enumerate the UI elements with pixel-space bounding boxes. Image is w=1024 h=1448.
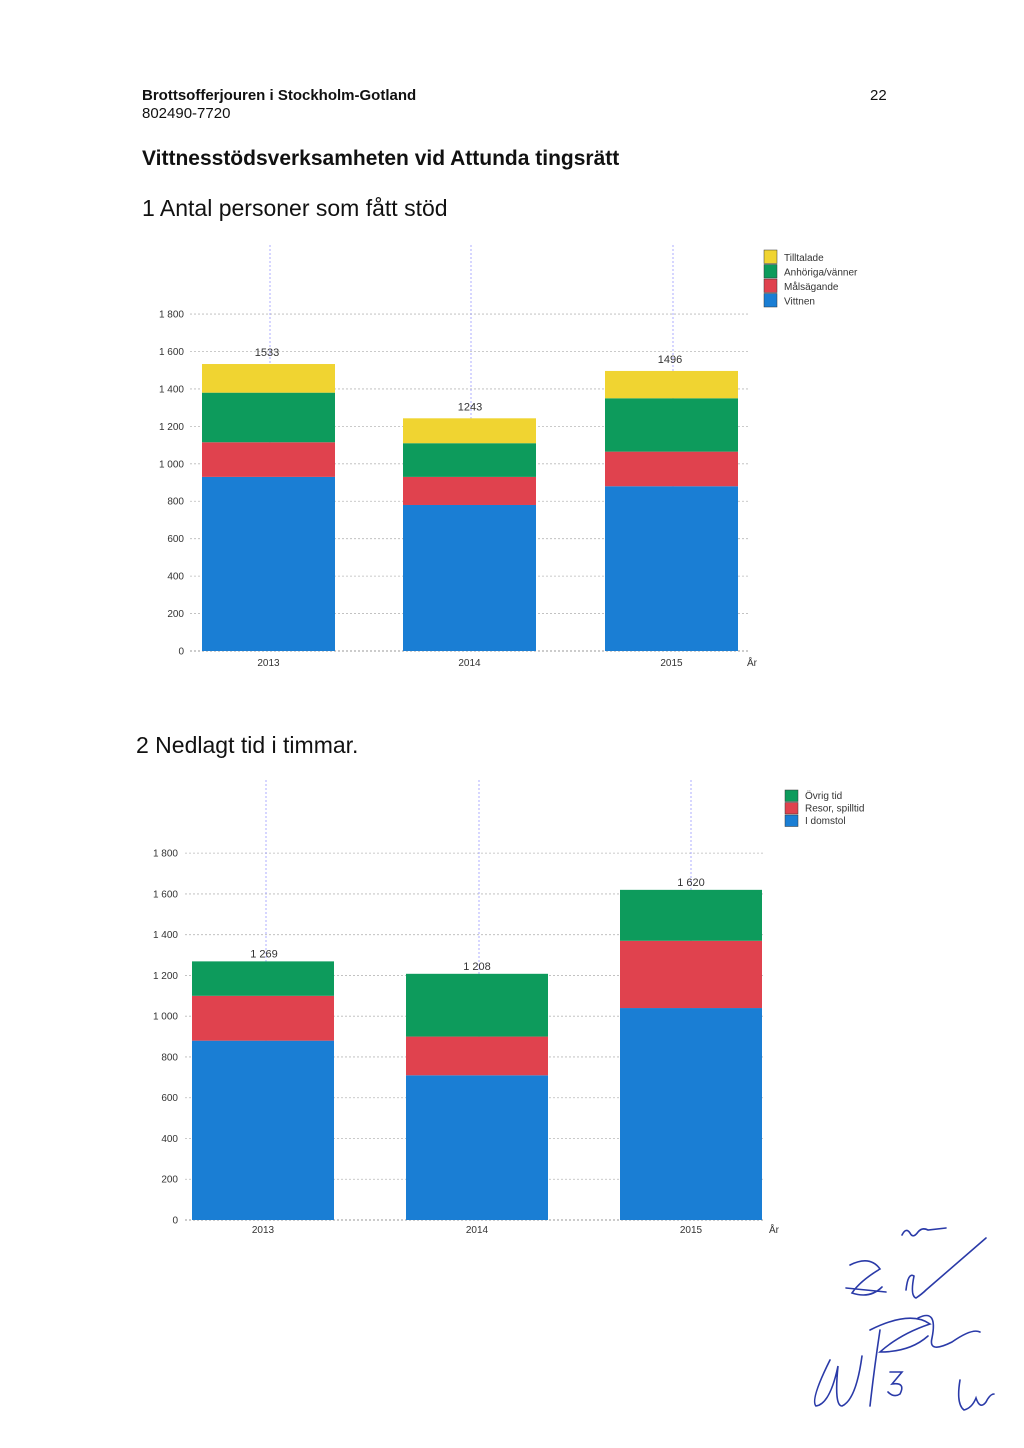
chart1-bar-segment-vittnen — [605, 486, 738, 651]
chart1-bar-segment-vittnen — [403, 504, 536, 651]
chart1-total-label: 1496 — [658, 354, 682, 366]
chart2-legend-label: Övrig tid — [805, 790, 842, 802]
chart1-legend-swatch — [763, 264, 778, 279]
chart1-bar-segment-anh-riga-v-nner — [202, 392, 335, 443]
chart1-total-label: 1243 — [458, 401, 482, 413]
chart1-legend-swatch — [763, 278, 778, 293]
page-title: Vittnesstödsverksamheten vid Attunda tin… — [142, 147, 620, 170]
chart1-legend-label: Anhöriga/vänner — [784, 268, 858, 279]
chart1-y-tick-label: 200 — [167, 609, 184, 620]
chart2-x-axis-label: År — [769, 1223, 780, 1236]
chart2-y-tick-label: 1 400 — [153, 930, 178, 941]
chart1-bar-segment-tilltalade — [403, 418, 536, 444]
chart2-x-tick-label: 2013 — [252, 1225, 275, 1236]
chart1-bar-segment-m-ls-gande — [403, 476, 536, 505]
chart2-title: 2 Nedlagt tid i timmar. — [136, 732, 359, 758]
chart2-y-tick-label: 1 600 — [153, 889, 178, 900]
page-number: 22 — [870, 87, 887, 104]
chart1-y-tick-label: 400 — [167, 572, 184, 583]
chart2-legend-swatch — [784, 802, 799, 815]
chart1-bar-segment-m-ls-gande — [202, 442, 335, 477]
chart2-y-tick-label: 0 — [172, 1216, 178, 1227]
chart1-legend-label: Tilltalade — [784, 253, 824, 264]
chart2-bar-segment--vrig-tid — [406, 973, 548, 1037]
chart2-bar-segment-resor-spilltid — [620, 940, 762, 1009]
chart1-bar-segment-tilltalade — [605, 370, 738, 399]
chart1-legend-swatch — [763, 249, 778, 264]
chart2-bar-segment-i-domstol — [620, 1008, 762, 1220]
chart2-total-label: 1 208 — [463, 961, 491, 973]
chart1-x-axis-label: År — [747, 656, 758, 669]
chart2-y-tick-label: 400 — [161, 1134, 178, 1145]
chart1-y-tick-label: 0 — [178, 647, 184, 658]
chart1-y-tick-label: 600 — [167, 534, 184, 545]
chart1-bar-segment-vittnen — [202, 476, 335, 651]
chart1-x-tick-label: 2014 — [458, 658, 481, 669]
chart2-legend-label: Resor, spilltid — [805, 804, 864, 815]
chart1-y-tick-label: 1 200 — [159, 422, 184, 433]
chart1-y-tick-label: 1 600 — [159, 347, 184, 358]
chart1-bar-segment-tilltalade — [202, 364, 335, 393]
chart2-legend-label: I domstol — [805, 816, 846, 827]
chart2-x-tick-label: 2015 — [680, 1225, 703, 1236]
chart1-bar-segment-anh-riga-v-nner — [605, 398, 738, 452]
chart2-total-label: 1 620 — [677, 877, 705, 889]
chart2-bar-segment-resor-spilltid — [192, 995, 334, 1041]
chart2-x-tick-label: 2014 — [466, 1225, 489, 1236]
chart2-y-tick-label: 1 800 — [153, 849, 178, 860]
chart2-bar-segment-resor-spilltid — [406, 1036, 548, 1076]
chart2-bar-segment--vrig-tid — [620, 889, 762, 941]
chart1-y-tick-label: 1 400 — [159, 384, 184, 395]
chart2-y-tick-label: 600 — [161, 1093, 178, 1104]
chart2-bar-segment-i-domstol — [192, 1040, 334, 1220]
chart2-y-tick-label: 800 — [161, 1052, 178, 1063]
chart1-bar-segment-anh-riga-v-nner — [403, 443, 536, 477]
chart1-x-tick-label: 2013 — [257, 658, 280, 669]
chart2-legend-swatch — [784, 814, 799, 827]
chart2-bar-segment-i-domstol — [406, 1075, 548, 1220]
chart1-legend-label: Målsägande — [784, 281, 839, 293]
chart2-y-tick-label: 1 200 — [153, 971, 178, 982]
chart1-y-tick-label: 800 — [167, 497, 184, 508]
chart2-y-tick-label: 1 000 — [153, 1012, 178, 1023]
chart2-y-tick-label: 200 — [161, 1175, 178, 1186]
chart1-y-tick-label: 1 000 — [159, 459, 184, 470]
chart1-y-tick-label: 1 800 — [159, 310, 184, 321]
chart2-bar-segment--vrig-tid — [192, 961, 334, 996]
chart2-total-label: 1 269 — [250, 948, 278, 960]
organization-number: 802490-7720 — [142, 105, 231, 122]
chart1-legend-swatch — [763, 293, 778, 308]
organization-name: Brottsofferjouren i Stockholm-Gotland — [142, 87, 417, 104]
chart1-title: 1 Antal personer som fått stöd — [142, 195, 448, 221]
chart1-x-tick-label: 2015 — [660, 658, 683, 669]
chart1-bar-segment-m-ls-gande — [605, 451, 738, 487]
chart1-legend-label: Vittnen — [784, 297, 815, 308]
chart1-total-label: 1533 — [255, 347, 279, 359]
chart2-legend-swatch — [784, 789, 799, 802]
